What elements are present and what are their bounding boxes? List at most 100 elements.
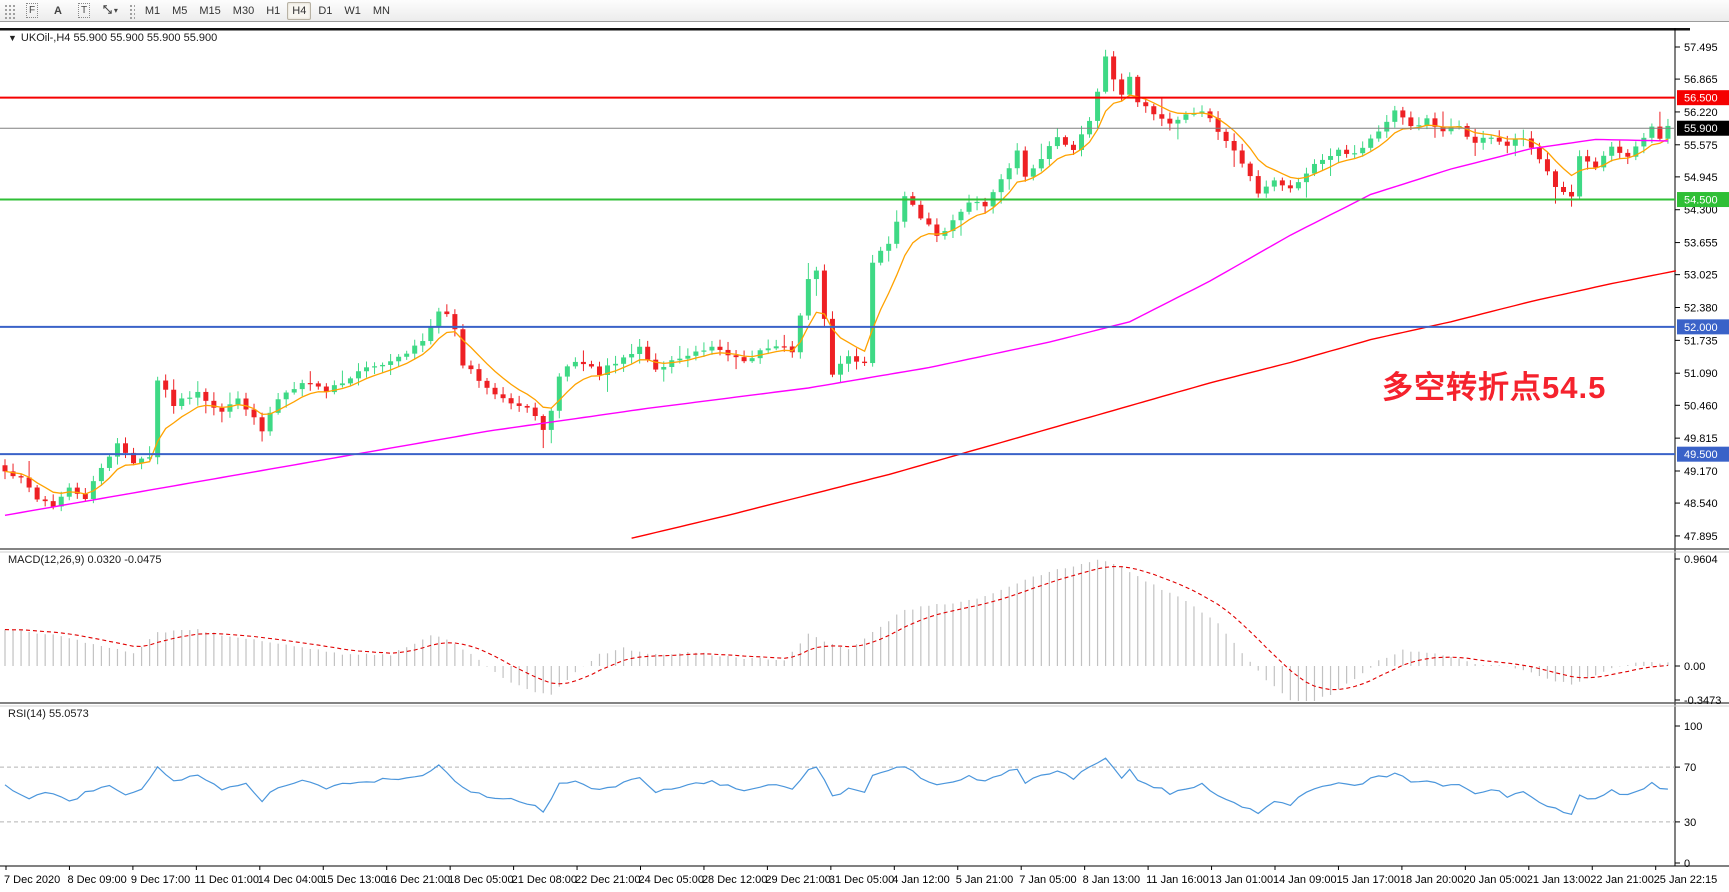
candle-body bbox=[532, 407, 538, 417]
candle-body bbox=[291, 389, 297, 393]
indicator-window-tool-button[interactable]: F bbox=[20, 2, 44, 20]
timeframe-h1-button[interactable]: H1 bbox=[266, 4, 281, 17]
price-tag-54.500: 54.500 bbox=[1677, 192, 1729, 208]
candle-body bbox=[1030, 168, 1036, 177]
candle-body bbox=[709, 346, 715, 351]
time-tick-label: 11 Jan 16:00 bbox=[1146, 874, 1209, 886]
macd-pane[interactable]: 0.9604 0.00 -0.3473 bbox=[4, 554, 1721, 707]
rsi-line bbox=[4, 757, 1668, 816]
candle-body bbox=[1528, 138, 1534, 148]
candle-body bbox=[693, 351, 699, 356]
candle-body bbox=[1496, 137, 1502, 142]
candle-body bbox=[1223, 131, 1229, 141]
candle-body bbox=[621, 357, 627, 364]
candle-body bbox=[1119, 79, 1125, 95]
price-tag-49.500: 49.500 bbox=[1677, 446, 1729, 462]
candle-body bbox=[187, 397, 193, 399]
candle-body bbox=[364, 367, 370, 372]
candle-body bbox=[749, 358, 755, 362]
timeframe-mn-button[interactable]: MN bbox=[372, 4, 390, 17]
candle-body bbox=[1480, 137, 1486, 143]
candle-body bbox=[1544, 159, 1550, 172]
candle-body bbox=[1167, 118, 1173, 124]
candle-body bbox=[179, 398, 185, 406]
candle-body bbox=[1384, 121, 1390, 132]
price-tick-label: 51.090 bbox=[1684, 368, 1718, 380]
candle-body bbox=[500, 394, 506, 399]
timeframe-m5-button[interactable]: M5 bbox=[172, 4, 188, 17]
candle-body bbox=[26, 477, 32, 488]
candle-body bbox=[789, 346, 795, 353]
candle-body bbox=[805, 279, 811, 316]
candle-body bbox=[1649, 126, 1655, 138]
candle-body bbox=[974, 201, 980, 204]
time-tick-label: 28 Dec 12:00 bbox=[702, 874, 767, 886]
chart-title[interactable]: ▼ UKOil-,H4 55.900 55.900 55.900 55.900 bbox=[8, 32, 217, 44]
text-label-tool-button[interactable]: T bbox=[72, 2, 96, 20]
candle-body bbox=[653, 359, 659, 370]
candle-body bbox=[1440, 126, 1446, 132]
candle-body bbox=[878, 250, 884, 263]
candle-body bbox=[235, 398, 241, 405]
candle-body bbox=[163, 380, 169, 390]
candle-body bbox=[958, 211, 964, 221]
candle-body bbox=[1054, 137, 1060, 147]
candle-body bbox=[492, 387, 498, 395]
candle-body bbox=[1143, 102, 1149, 107]
rsi-tick-label: 100 bbox=[1684, 721, 1702, 733]
candle-body bbox=[1488, 137, 1494, 139]
candle-body bbox=[114, 443, 120, 457]
candle-body bbox=[837, 363, 843, 375]
svg-text:49.500: 49.500 bbox=[1684, 449, 1718, 461]
candle-body bbox=[1504, 141, 1510, 146]
candle-body bbox=[1392, 110, 1398, 122]
candle-body bbox=[1175, 119, 1181, 124]
timeframe-w1-button[interactable]: W1 bbox=[344, 4, 361, 17]
candle-body bbox=[741, 357, 747, 362]
candle-body bbox=[1295, 182, 1301, 189]
candle-body bbox=[347, 378, 353, 384]
time-tick-label: 16 Dec 21:00 bbox=[385, 874, 450, 886]
candle-body bbox=[1014, 150, 1020, 169]
candlestick-series[interactable] bbox=[2, 49, 1671, 512]
arrow-text-tool-button[interactable]: A bbox=[46, 2, 70, 20]
price-axis: 57.495 56.865 56.220 55.575 54.945 54.300 53.6… bbox=[1675, 42, 1718, 543]
candle-body bbox=[412, 345, 418, 354]
chart-text-annotation[interactable]: 多空转折点54.5 bbox=[1382, 370, 1607, 405]
chart-canvas[interactable]: 57.495 56.865 56.220 55.575 54.945 54.300 53.6… bbox=[0, 22, 1729, 892]
timeframe-d1-button[interactable]: D1 bbox=[318, 4, 333, 17]
candle-body bbox=[1400, 110, 1406, 118]
candle-body bbox=[1464, 125, 1470, 137]
candle-body bbox=[556, 376, 562, 411]
time-axis[interactable]: 7 Dec 2020 8 Dec 09:00 9 Dec 17:00 11 Dec 0… bbox=[4, 866, 1717, 886]
price-tick-label: 52.380 bbox=[1684, 303, 1718, 315]
timeframe-h4-button[interactable]: H4 bbox=[287, 1, 312, 20]
ma-fast-line bbox=[4, 94, 1669, 495]
rsi-pane[interactable]: 100 70 30 0 bbox=[0, 721, 1702, 870]
horizontal-level-lines[interactable] bbox=[0, 96, 1675, 456]
timeframe-m1-button[interactable]: M1 bbox=[144, 4, 161, 17]
toolbar-drag-handle[interactable] bbox=[3, 2, 17, 19]
svg-text:54.500: 54.500 bbox=[1684, 195, 1718, 207]
svg-text:55.900: 55.900 bbox=[1684, 123, 1718, 135]
candle-body bbox=[436, 311, 442, 327]
timeframe-m30-button[interactable]: M30 bbox=[232, 4, 255, 17]
time-tick-label: 20 Jan 05:00 bbox=[1463, 874, 1527, 886]
candle-body bbox=[926, 218, 932, 225]
ma-slow-line bbox=[631, 270, 1677, 539]
candle-body bbox=[404, 353, 410, 357]
cursor-tool-button[interactable]: ⤡ ▾ bbox=[98, 2, 123, 20]
price-tick-label: 48.540 bbox=[1684, 498, 1718, 510]
candle-body bbox=[1448, 127, 1454, 132]
candle-body bbox=[1585, 156, 1591, 162]
candle-body bbox=[131, 452, 137, 464]
price-tick-label: 53.655 bbox=[1684, 238, 1718, 250]
rsi-tick-label: 30 bbox=[1684, 817, 1696, 829]
candle-body bbox=[1078, 134, 1084, 150]
timeframe-m15-button[interactable]: M15 bbox=[199, 4, 221, 17]
candle-body bbox=[1183, 114, 1189, 120]
candle-body bbox=[1062, 137, 1068, 145]
candle-body bbox=[323, 386, 329, 393]
chart-window[interactable]: 57.495 56.865 56.220 55.575 54.945 54.300 53.6… bbox=[0, 22, 1729, 892]
candle-body bbox=[82, 493, 88, 499]
